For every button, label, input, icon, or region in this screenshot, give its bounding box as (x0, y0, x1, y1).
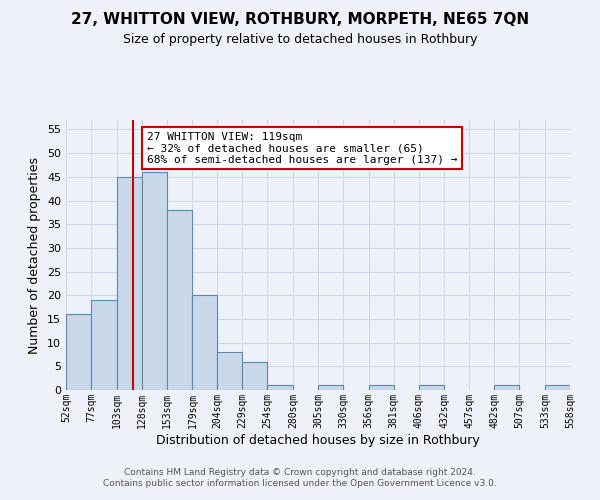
Text: 27, WHITTON VIEW, ROTHBURY, MORPETH, NE65 7QN: 27, WHITTON VIEW, ROTHBURY, MORPETH, NE6… (71, 12, 529, 28)
Bar (167, 210, 193, 390)
Bar (318, 386, 343, 390)
Bar (91, 300, 117, 390)
Text: Size of property relative to detached houses in Rothbury: Size of property relative to detached ho… (123, 32, 477, 46)
Text: 27 WHITTON VIEW: 119sqm
← 32% of detached houses are smaller (65)
68% of semi-de: 27 WHITTON VIEW: 119sqm ← 32% of detache… (146, 132, 457, 165)
Bar (142, 172, 167, 390)
Bar (545, 386, 570, 390)
Bar (494, 386, 519, 390)
Text: Contains HM Land Registry data © Crown copyright and database right 2024.
Contai: Contains HM Land Registry data © Crown c… (103, 468, 497, 487)
Bar (369, 386, 394, 390)
Bar (66, 314, 91, 390)
Bar (242, 362, 267, 390)
Bar (419, 386, 445, 390)
Y-axis label: Number of detached properties: Number of detached properties (28, 156, 41, 354)
X-axis label: Distribution of detached houses by size in Rothbury: Distribution of detached houses by size … (156, 434, 480, 446)
Bar (193, 296, 217, 390)
Bar (217, 352, 242, 390)
Bar (117, 177, 142, 390)
Bar (267, 386, 293, 390)
